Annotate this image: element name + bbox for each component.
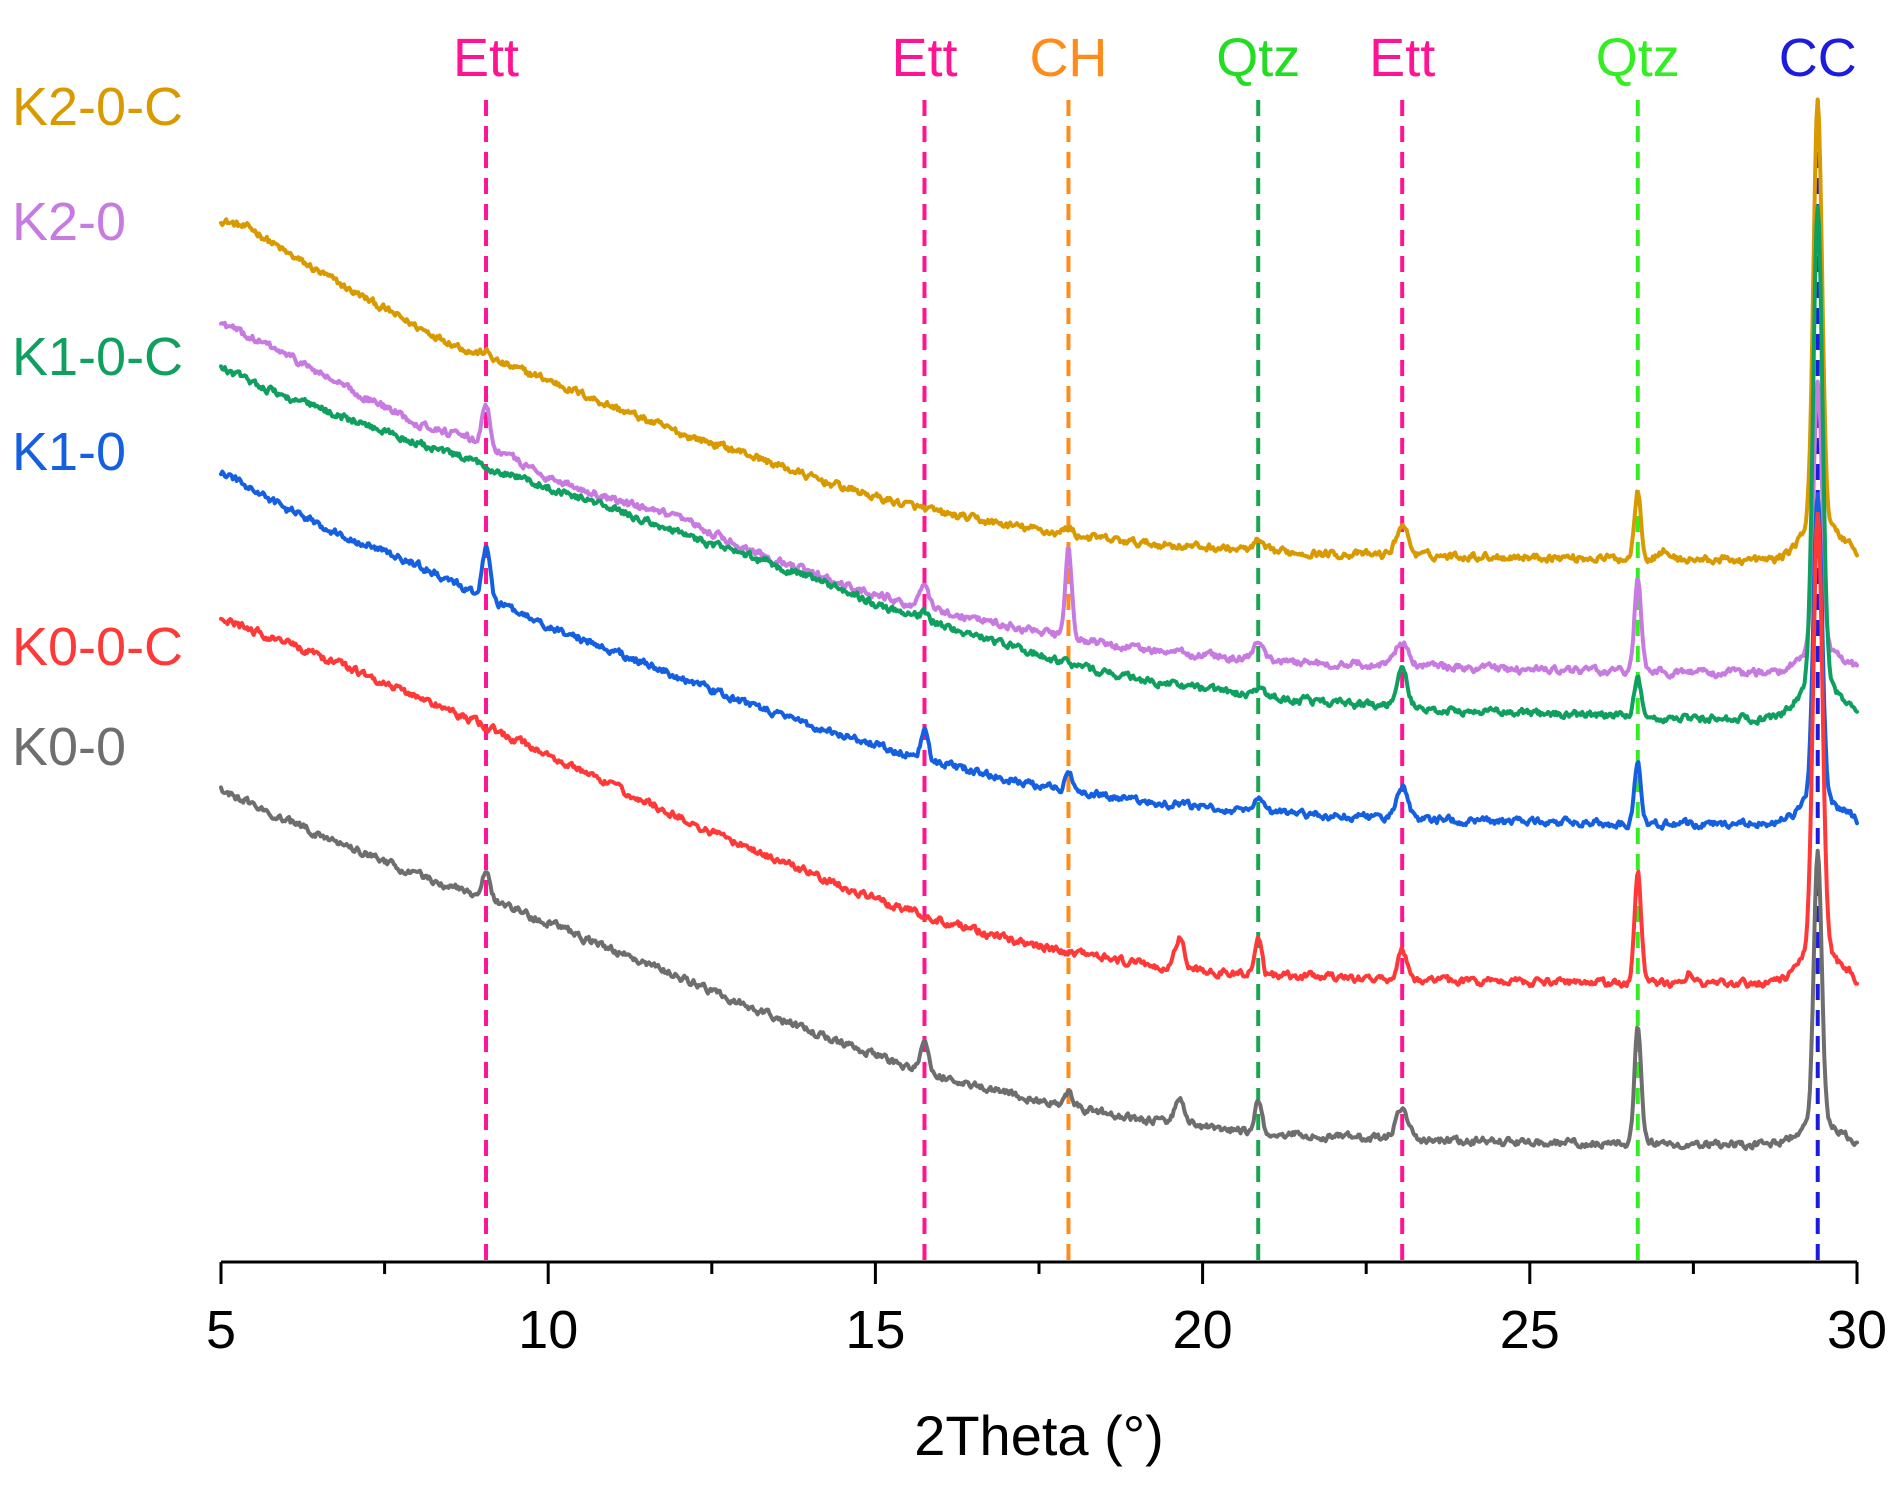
x-tick-label: 20 <box>1173 1300 1233 1360</box>
phase-label-ett: Ett <box>1369 28 1435 88</box>
x-axis-ticks: 5 10 15 20 25 30 <box>206 1262 1887 1360</box>
x-tick-label: 15 <box>845 1300 905 1360</box>
xrd-traces <box>219 97 1859 1151</box>
phase-label-ch: CH <box>1029 28 1107 88</box>
trace-k0-0 <box>219 785 1859 1151</box>
phase-label-qtz: Qtz <box>1596 28 1680 88</box>
trace-k2-0 <box>219 320 1859 680</box>
x-tick-label: 5 <box>206 1300 236 1360</box>
trace-k1-0 <box>219 469 1859 831</box>
phase-label-cc: CC <box>1779 28 1857 88</box>
series-label-k0-0-c: K0-0-C <box>12 617 183 677</box>
phase-label-ett: Ett <box>891 28 957 88</box>
x-tick-label: 30 <box>1827 1300 1887 1360</box>
series-label-k2-0-c: K2-0-C <box>12 77 183 137</box>
series-labels: K2-0-C K2-0 K1-0-C K1-0 K0-0-C K0-0 <box>12 77 183 777</box>
x-tick-label: 10 <box>518 1300 578 1360</box>
phase-label-qtz: Qtz <box>1216 28 1300 88</box>
trace-k2-0-c <box>219 97 1859 567</box>
phase-labels: Ett Ett CH Qtz Ett Qtz CC <box>453 28 1857 88</box>
x-axis: 5 10 15 20 25 30 2Theta (°) <box>206 1260 1887 1467</box>
series-label-k0-0: K0-0 <box>12 717 126 777</box>
trace-k1-0-c <box>219 204 1859 726</box>
series-label-k1-0: K1-0 <box>12 422 126 482</box>
x-axis-title: 2Theta (°) <box>914 1404 1164 1467</box>
x-tick-label: 25 <box>1500 1300 1560 1360</box>
phase-label-ett: Ett <box>453 28 519 88</box>
trace-k0-0-c <box>219 511 1859 989</box>
series-label-k1-0-c: K1-0-C <box>12 327 183 387</box>
series-label-k2-0: K2-0 <box>12 192 126 252</box>
